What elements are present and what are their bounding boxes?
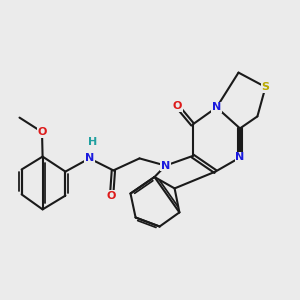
Text: S: S [262, 82, 269, 92]
Text: N: N [161, 160, 170, 171]
Text: O: O [37, 127, 47, 137]
Text: N: N [85, 153, 94, 164]
Text: O: O [107, 190, 116, 201]
Text: O: O [173, 101, 182, 112]
Text: N: N [212, 102, 221, 112]
Text: H: H [88, 137, 97, 148]
Text: N: N [236, 152, 244, 163]
